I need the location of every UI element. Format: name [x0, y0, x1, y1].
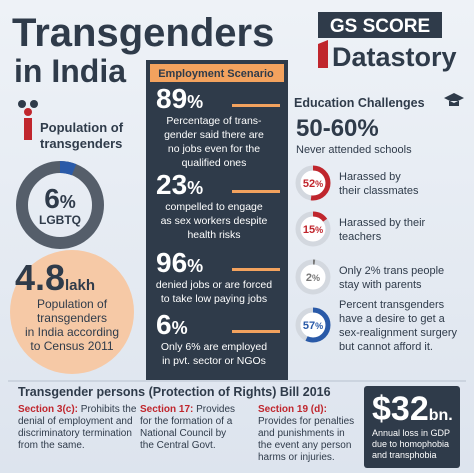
employment-title: Employment Scenario — [158, 68, 274, 80]
gdp-unit: bn. — [429, 407, 453, 424]
count-text: to Census 2011 — [30, 339, 113, 353]
count-text: Population of — [37, 297, 108, 311]
bill-title: Transgender persons (Protection of Right… — [18, 385, 331, 399]
education-text: but cannot afford it. — [339, 341, 433, 353]
ring-bg — [296, 308, 330, 342]
employment-text: health risks — [187, 229, 240, 241]
ring-bg — [296, 260, 330, 294]
section-text: the Central Govt. — [140, 440, 216, 451]
section-label: Section 3(c): Prohibits the — [18, 404, 137, 415]
section-text: Provides — [193, 404, 235, 415]
employment-text: no jobs even for the — [168, 143, 260, 155]
logo-bottom: Datastory — [332, 42, 457, 72]
logo-icon — [318, 40, 328, 68]
education-unit: % — [315, 321, 323, 331]
ring-label: LGBTQ — [39, 213, 81, 227]
ring-arc — [295, 307, 331, 343]
education-text: Harassed by — [339, 171, 401, 183]
gdp-text: and transphobia — [372, 450, 437, 460]
ring-bg — [296, 166, 330, 200]
gdp-text: due to homophobia — [372, 439, 449, 449]
employment-panel — [146, 60, 288, 380]
education-value: 52% — [303, 178, 323, 190]
people-icon — [18, 100, 38, 140]
education-value: 15% — [303, 224, 323, 236]
employment-header — [150, 64, 284, 82]
education-text: stay with parents — [339, 279, 422, 291]
education-text: sex-realignment surgery — [339, 327, 457, 339]
education-subline: Never attended schools — [296, 144, 412, 156]
gdp-text: Annual loss in GDP — [372, 428, 450, 438]
education-text: have a desire to get a — [339, 313, 446, 325]
section-text: discriminatory termination — [18, 428, 132, 439]
accent-bar — [232, 268, 280, 271]
title: in India — [14, 53, 126, 89]
title: Transgenders — [12, 11, 274, 55]
education-title: Education Challenges — [294, 96, 425, 110]
accent-bar — [232, 190, 280, 193]
population-heading: transgenders — [40, 136, 122, 151]
employment-unit: % — [187, 92, 203, 112]
section-text: Prohibits the — [78, 404, 137, 415]
gdp-box — [364, 386, 460, 468]
section-text: Provides for penalties — [258, 416, 354, 427]
ring-arc — [16, 161, 104, 249]
section-text: for the formation of a — [140, 416, 233, 427]
count-text: transgenders — [37, 311, 107, 325]
education-text: Harassed by their — [339, 217, 426, 229]
employment-unit: % — [172, 318, 188, 338]
logo-top: GS SCORE — [330, 16, 430, 37]
employment-unit: % — [187, 178, 203, 198]
section-text: National Council by — [140, 428, 226, 439]
employment-text: Only 6% are employed — [161, 341, 267, 353]
education-unit: % — [312, 273, 320, 283]
ring-arc — [295, 211, 331, 247]
section-label: Section 19 (d): — [258, 404, 327, 415]
population-heading: Population of — [40, 120, 124, 135]
section-label: Section 17: Provides — [140, 404, 235, 415]
employment-value: 89% — [156, 83, 203, 114]
ring-unit: % — [60, 192, 76, 212]
education-value: 2% — [306, 272, 320, 284]
employment-text: in pvt. sector or NGOs — [162, 355, 266, 367]
ring-arc — [295, 259, 331, 295]
section-text: from the same. — [18, 440, 85, 451]
section-text: and punishments in — [258, 428, 345, 439]
education-text: Only 2% trans people — [339, 265, 444, 277]
employment-text: as sex workers despite — [161, 215, 268, 227]
employment-text: to take low paying jobs — [161, 293, 267, 305]
employment-text: compelled to engage — [165, 201, 263, 213]
accent-bar — [232, 104, 280, 107]
ring-bg — [296, 212, 330, 246]
employment-text: Percentage of trans- — [166, 115, 262, 127]
education-text: Percent transgenders — [339, 299, 445, 311]
logo-box — [318, 12, 442, 38]
education-value: 57% — [303, 320, 323, 332]
count-text: in India according — [25, 325, 119, 339]
ring-arc — [295, 165, 331, 201]
education-unit: % — [315, 225, 323, 235]
employment-text: qualified ones — [182, 157, 247, 169]
count-unit: lakh — [65, 277, 95, 294]
employment-text: gender said there are — [164, 129, 264, 141]
cap-icon — [444, 93, 464, 106]
education-text: their classmates — [339, 185, 419, 197]
section-text: harms or injuries. — [258, 452, 335, 463]
employment-text: denied jobs or are forced — [156, 279, 272, 291]
education-headline: 50-60% — [296, 115, 379, 142]
accent-bar — [232, 330, 280, 333]
section-text: the event any person — [258, 440, 351, 451]
education-unit: % — [315, 179, 323, 189]
education-text: teachers — [339, 231, 382, 243]
section-text: denial of employment and — [18, 416, 133, 427]
population-circle — [10, 250, 134, 374]
employment-unit: % — [187, 256, 203, 276]
